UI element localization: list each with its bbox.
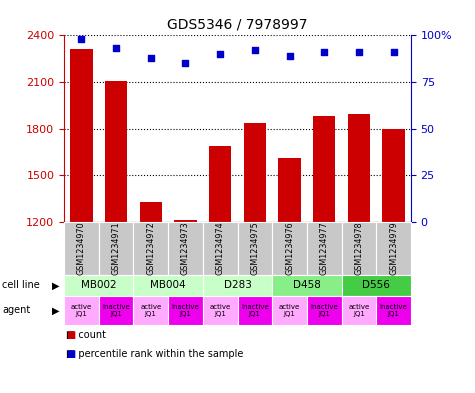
Text: MB004: MB004 [150,280,186,290]
Text: active
JQ1: active JQ1 [348,303,370,317]
Point [217,51,224,57]
Text: cell line: cell line [2,280,40,290]
Point [286,53,294,59]
Text: ▶: ▶ [52,280,59,290]
Point [251,47,259,53]
Bar [313,116,335,222]
Text: active
JQ1: active JQ1 [279,303,300,317]
Bar [348,114,370,222]
Text: ■: ■ [66,349,76,359]
Text: D458: D458 [293,280,321,290]
Text: ■: ■ [66,330,76,340]
Point [390,49,397,55]
Text: inactive
JQ1: inactive JQ1 [171,303,200,317]
Text: GSM1234979: GSM1234979 [389,222,398,275]
Text: GDS5346 / 7978997: GDS5346 / 7978997 [167,18,308,32]
Text: GSM1234972: GSM1234972 [146,222,155,275]
Text: active
JQ1: active JQ1 [140,303,162,317]
Bar [209,146,231,222]
Text: GSM1234977: GSM1234977 [320,222,329,275]
Bar [70,50,93,222]
Text: inactive
JQ1: inactive JQ1 [310,303,338,317]
Text: ■ count: ■ count [66,330,106,340]
Text: MB002: MB002 [81,280,117,290]
Text: inactive
JQ1: inactive JQ1 [380,303,408,317]
Point [147,55,155,61]
Text: agent: agent [2,305,30,315]
Text: GSM1234971: GSM1234971 [112,222,121,275]
Text: D556: D556 [362,280,390,290]
Point [355,49,363,55]
Text: active
JQ1: active JQ1 [71,303,92,317]
Bar [105,81,127,222]
Text: inactive
JQ1: inactive JQ1 [241,303,269,317]
Text: D283: D283 [224,280,251,290]
Text: GSM1234978: GSM1234978 [354,222,363,275]
Bar [382,129,405,222]
Point [181,60,189,66]
Point [78,36,86,42]
Text: ■ percentile rank within the sample: ■ percentile rank within the sample [66,349,244,359]
Text: inactive
JQ1: inactive JQ1 [102,303,130,317]
Bar [174,220,197,222]
Text: active
JQ1: active JQ1 [209,303,231,317]
Point [113,45,120,51]
Text: GSM1234976: GSM1234976 [285,222,294,275]
Point [320,49,328,55]
Text: GSM1234973: GSM1234973 [181,222,190,275]
Bar [244,123,266,222]
Text: GSM1234970: GSM1234970 [77,222,86,275]
Bar [278,158,301,222]
Text: ▶: ▶ [52,305,59,315]
Text: GSM1234974: GSM1234974 [216,222,225,275]
Bar [140,202,162,222]
Text: GSM1234975: GSM1234975 [250,222,259,275]
